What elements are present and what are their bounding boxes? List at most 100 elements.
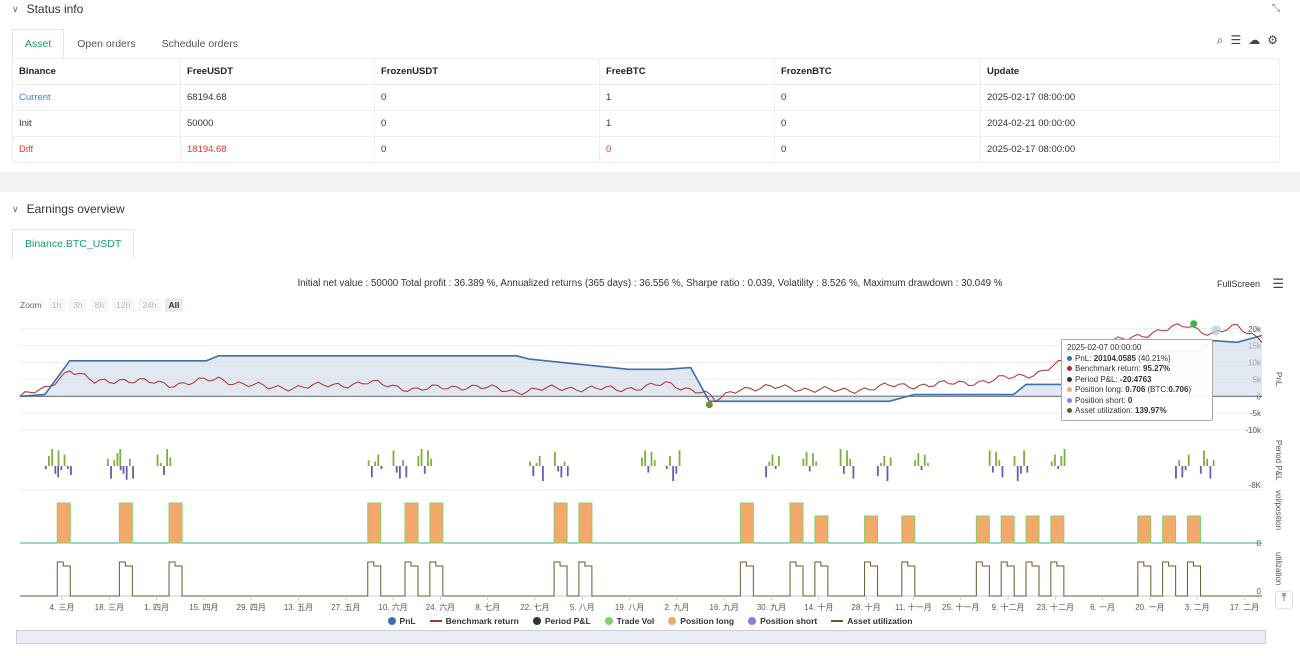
status-section-header[interactable]: ∨ Status info: [12, 2, 83, 16]
legend-item-trade-vol[interactable]: Trade Vol: [604, 616, 655, 626]
x-tick-label: 16. 九月: [710, 603, 739, 612]
performance-summary: Initial net value : 50000 Total profit :…: [297, 278, 1003, 289]
period-pnl-bar: [57, 450, 60, 466]
tooltip-label: Position long:: [1075, 385, 1126, 394]
period-pnl-bar: [128, 458, 131, 466]
col-header: Binance: [12, 58, 181, 85]
legend-item-benchmark[interactable]: Benchmark return: [429, 616, 519, 626]
x-tick-label: 5. 八月: [570, 603, 595, 612]
period-pnl-bar: [815, 461, 818, 466]
zoom-3h-button[interactable]: 3h: [69, 298, 87, 312]
y-tick-label: 0: [1257, 392, 1262, 401]
legend-item-position-long[interactable]: Position long: [668, 616, 734, 626]
tab-schedule-orders[interactable]: Schedule orders: [161, 38, 239, 50]
period-pnl-bar: [1060, 456, 1063, 466]
period-pnl-bar: [1023, 450, 1025, 466]
period-pnl-bar: [1063, 449, 1066, 466]
period-pnl-bar: [678, 450, 681, 466]
tooltip-row-benchmark: Benchmark return: 95.27%: [1067, 364, 1207, 375]
period-pnl-bar: [778, 456, 780, 466]
zoom-24h-button[interactable]: 24h: [138, 298, 161, 312]
tab-open-orders[interactable]: Open orders: [77, 38, 136, 50]
table-row: Diff 18194.68 0 0 0 2025-02-17 08:00:00: [12, 136, 1280, 163]
scroll-top-icon[interactable]: ⤒: [1276, 592, 1292, 608]
benchmark-line: [19, 323, 1263, 403]
row-label-diff: Diff: [12, 136, 181, 163]
period-pnl-bar: [765, 466, 767, 478]
hamburger-menu-icon[interactable]: ☰: [1272, 276, 1284, 291]
trade-marker: [1190, 320, 1198, 328]
period-pnl-bar: [1057, 466, 1060, 469]
status-panel: ∨ Status info ⤡ Asset Open orders Schedu…: [0, 0, 1300, 172]
position-long-bar: [118, 502, 133, 544]
period-pnl-bar: [1050, 461, 1053, 466]
x-tick-label: 6. 一月: [1090, 603, 1115, 612]
period-pnl-bar: [392, 450, 395, 466]
period-pnl-bar: [132, 466, 134, 479]
period-pnl-bar: [1199, 466, 1202, 474]
legend-item-pnl[interactable]: PnL: [387, 616, 416, 626]
x-tick-label: 10. 六月: [378, 602, 407, 612]
period-pnl-bar: [1016, 466, 1019, 481]
legend-label: Trade Vol: [616, 616, 655, 626]
x-tick-label: 4. 三月: [50, 603, 75, 612]
legend-dot-icon: [668, 617, 677, 625]
tab-binance-btc-usdt[interactable]: Binance.BTC_USDT: [12, 229, 135, 259]
period-pnl-bar: [560, 466, 563, 478]
zoom-8h-button[interactable]: 8h: [90, 298, 109, 312]
tab-asset[interactable]: Asset: [12, 29, 65, 59]
position-long-bar: [1137, 515, 1152, 544]
chart-tooltip: 2025-02-07 00:00:00 PnL: 20104.0585 (40.…: [1061, 339, 1213, 421]
expand-icon[interactable]: ⤡: [1272, 3, 1280, 14]
pnl-dot-icon: [1067, 355, 1072, 361]
period-pnl-bar: [647, 466, 650, 473]
period-pnl-bar: [57, 466, 60, 478]
hover-marker: [1211, 325, 1222, 336]
gear-icon[interactable]: ⚙: [1267, 33, 1278, 47]
period-pnl-bar: [538, 456, 541, 466]
fullscreen-button[interactable]: FullScreen: [1216, 279, 1260, 289]
col-header: FrozenUSDT: [374, 58, 600, 85]
status-title: Status info: [26, 2, 84, 16]
zoom-all-button[interactable]: All: [164, 298, 184, 312]
list-icon[interactable]: ☰: [1230, 33, 1242, 47]
position-long-bar: [814, 515, 829, 544]
period-pnl-bar: [1020, 466, 1022, 474]
position-long-bar: [429, 502, 444, 544]
zoom-1h-button[interactable]: 1h: [47, 298, 66, 312]
earnings-section-header[interactable]: ∨ Earnings overview: [12, 202, 125, 216]
table-cell: 0: [599, 136, 775, 163]
period-pnl-bar: [166, 449, 169, 466]
period-pnl-bar: [849, 458, 852, 466]
period-pnl-bar: [675, 466, 678, 474]
legend-item-asset-utilization[interactable]: Asset utilization: [831, 616, 912, 626]
period-pnl-bar: [159, 463, 162, 466]
legend-item-period-pnl[interactable]: Period P&L: [532, 616, 591, 626]
period-pnl-bar: [420, 449, 423, 466]
x-tick-label: 11. 十一月: [895, 602, 932, 612]
tooltip-extra: (BTC:: [1145, 385, 1169, 394]
tooltip-row-short: Position short: 0: [1067, 396, 1207, 407]
legend-item-position-short[interactable]: Position short: [748, 616, 817, 626]
pnl-area: [20, 335, 1262, 402]
tooltip-row-period: Period P&L: -20.4763: [1067, 375, 1207, 386]
cloud-icon[interactable]: ☁: [1248, 33, 1261, 47]
x-tick-label: 14. 十月: [804, 602, 833, 612]
table-cell: 68194.68: [180, 84, 375, 111]
period-pnl-bar: [852, 466, 855, 479]
long-dot-icon: [1067, 387, 1072, 393]
period-tick-label: -8K: [1249, 481, 1262, 490]
table-toolbar: ⌕ ☰ ☁ ⚙: [1217, 33, 1278, 48]
period-pnl-bar: [1181, 466, 1184, 478]
tooltip-row-pnl: PnL: 20104.0585 (40.21%): [1067, 354, 1207, 365]
search-icon[interactable]: ⌕: [1216, 33, 1224, 47]
period-pnl-bar: [917, 453, 920, 466]
period-pnl-bar: [808, 466, 811, 472]
position-long-bar: [789, 502, 804, 544]
period-pnl-bar: [1026, 466, 1029, 473]
range-navigator[interactable]: [16, 630, 1266, 644]
col-header: Update: [980, 58, 1280, 85]
zoom-12h-button[interactable]: 12h: [112, 298, 135, 312]
util-dot-icon: [1067, 408, 1072, 414]
